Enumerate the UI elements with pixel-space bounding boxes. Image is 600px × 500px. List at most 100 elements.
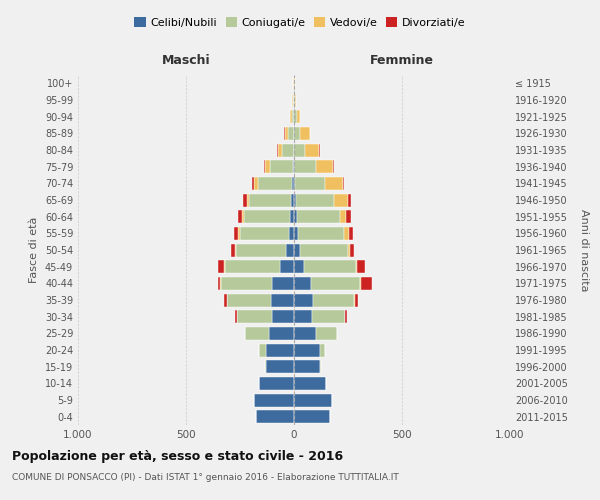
Bar <box>236 244 286 256</box>
Bar <box>218 260 224 273</box>
Bar <box>294 410 329 423</box>
Bar <box>224 294 227 306</box>
Bar <box>295 177 325 190</box>
Bar <box>238 210 242 223</box>
Bar <box>243 194 247 206</box>
Bar <box>295 94 296 106</box>
Bar <box>294 177 295 190</box>
Bar <box>259 377 294 390</box>
Bar <box>305 144 319 156</box>
Bar <box>356 260 357 273</box>
Bar <box>350 244 355 256</box>
Bar <box>264 160 265 173</box>
Bar <box>295 160 316 173</box>
Bar <box>294 110 296 123</box>
Bar <box>272 310 294 323</box>
Bar <box>294 310 313 323</box>
Bar <box>288 127 294 140</box>
Bar <box>238 227 239 240</box>
Bar <box>349 227 353 240</box>
Bar <box>294 327 316 340</box>
Bar <box>340 210 346 223</box>
Bar <box>294 344 320 356</box>
Bar <box>294 144 305 156</box>
Bar <box>254 394 294 406</box>
Text: Femmine: Femmine <box>370 54 434 66</box>
Bar <box>249 194 292 206</box>
Bar <box>343 177 344 190</box>
Bar <box>286 244 294 256</box>
Bar <box>254 177 258 190</box>
Legend: Celibi/Nubili, Coniugati/e, Vedovi/e, Divorziati/e: Celibi/Nubili, Coniugati/e, Vedovi/e, Di… <box>130 13 470 32</box>
Bar <box>296 110 301 123</box>
Bar <box>225 260 280 273</box>
Text: Maschi: Maschi <box>161 54 211 66</box>
Bar <box>271 294 294 306</box>
Text: COMUNE DI PONSACCO (PI) - Dati ISTAT 1° gennaio 2016 - Elaborazione TUTTITALIA.I: COMUNE DI PONSACCO (PI) - Dati ISTAT 1° … <box>12 472 399 482</box>
Bar <box>294 394 332 406</box>
Bar <box>294 210 296 223</box>
Bar <box>357 260 365 273</box>
Bar <box>218 277 220 290</box>
Y-axis label: Anni di nascita: Anni di nascita <box>579 208 589 291</box>
Bar <box>296 210 340 223</box>
Bar <box>265 160 269 173</box>
Bar <box>294 244 300 256</box>
Bar <box>285 127 288 140</box>
Bar <box>325 177 343 190</box>
Bar <box>311 277 360 290</box>
Bar <box>294 294 313 306</box>
Bar <box>272 277 294 290</box>
Bar <box>282 144 294 156</box>
Bar <box>290 210 294 223</box>
Bar <box>292 177 294 190</box>
Bar <box>294 377 326 390</box>
Bar <box>298 227 344 240</box>
Bar <box>256 410 294 423</box>
Bar <box>355 294 358 306</box>
Bar <box>360 277 361 290</box>
Bar <box>361 277 372 290</box>
Bar <box>231 244 235 256</box>
Bar <box>320 360 321 373</box>
Bar <box>313 310 345 323</box>
Bar <box>227 294 271 306</box>
Bar <box>320 344 325 356</box>
Bar <box>292 110 294 123</box>
Bar <box>347 194 352 206</box>
Bar <box>289 227 294 240</box>
Bar <box>294 260 304 273</box>
Bar <box>292 94 293 106</box>
Bar <box>347 244 350 256</box>
Bar <box>265 360 266 373</box>
Bar <box>266 344 294 356</box>
Bar <box>294 127 300 140</box>
Bar <box>244 210 290 223</box>
Bar <box>304 260 356 273</box>
Bar <box>344 227 349 240</box>
Bar <box>235 310 237 323</box>
Bar <box>269 327 294 340</box>
Bar <box>266 360 294 373</box>
Bar <box>239 227 289 240</box>
Bar <box>316 327 337 340</box>
Bar <box>316 160 334 173</box>
Bar <box>294 194 296 206</box>
Text: Popolazione per età, sesso e stato civile - 2016: Popolazione per età, sesso e stato civil… <box>12 450 343 463</box>
Bar <box>294 360 320 373</box>
Bar <box>252 177 254 190</box>
Bar <box>269 160 293 173</box>
Bar <box>247 194 249 206</box>
Bar <box>293 94 294 106</box>
Bar <box>300 244 347 256</box>
Bar <box>237 310 272 323</box>
Bar <box>345 310 347 323</box>
Bar <box>278 144 282 156</box>
Bar <box>334 194 347 206</box>
Bar <box>221 277 272 290</box>
Bar <box>234 227 238 240</box>
Bar <box>294 94 295 106</box>
Bar <box>313 294 355 306</box>
Bar <box>235 244 236 256</box>
Bar <box>293 160 294 173</box>
